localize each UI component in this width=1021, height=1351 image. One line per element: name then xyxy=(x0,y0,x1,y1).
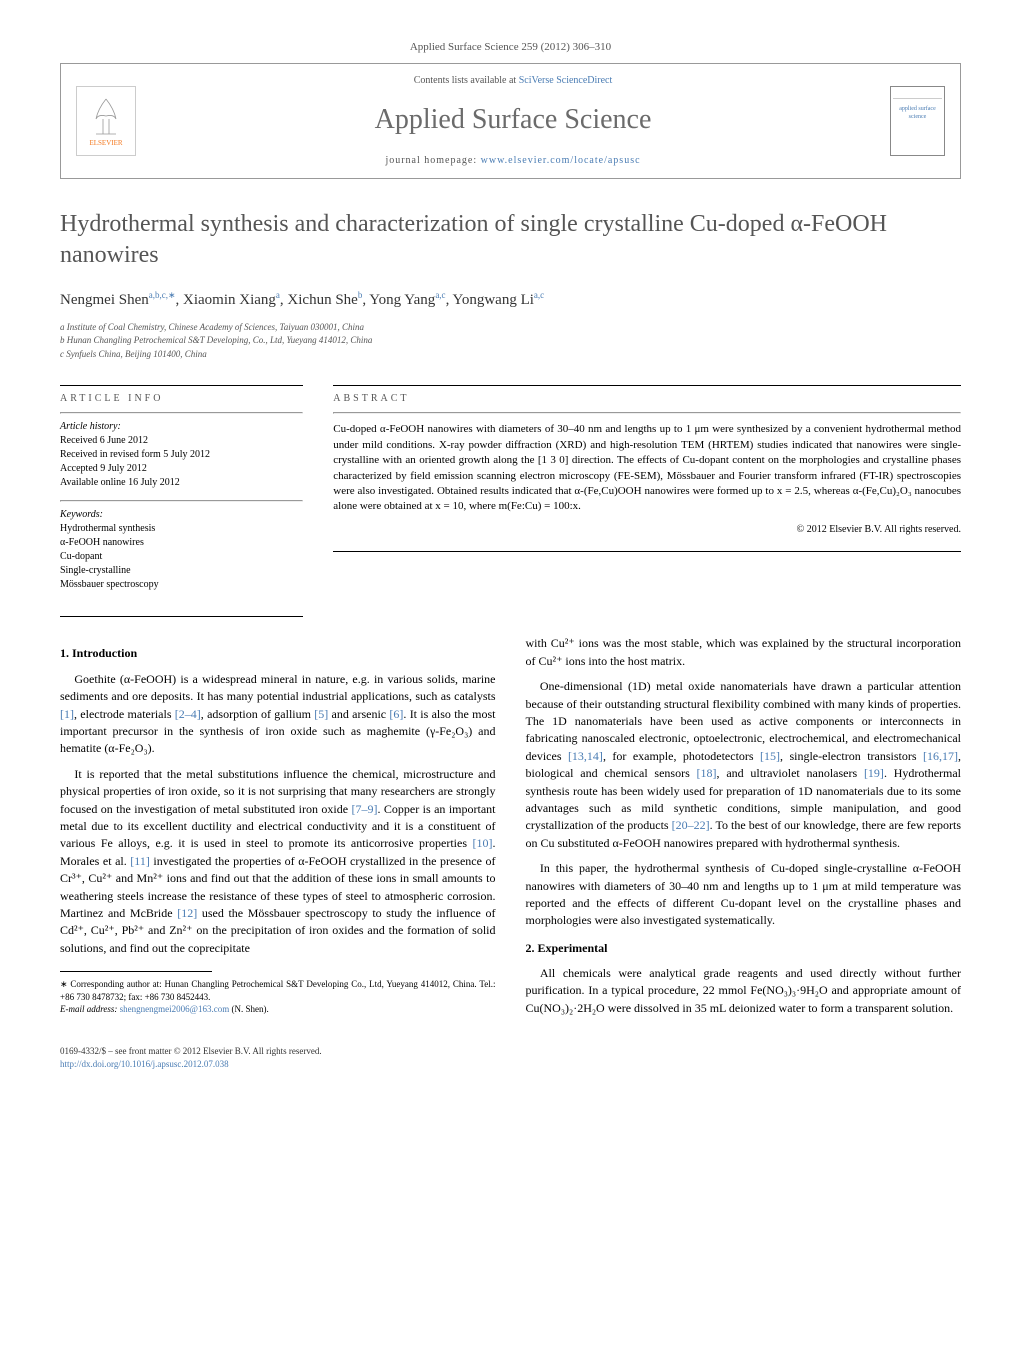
article-info-heading: ARTICLE INFO xyxy=(60,392,303,406)
affiliation-c: c Synfuels China, Beijing 101400, China xyxy=(60,348,961,362)
journal-cover-thumb: applied surface science xyxy=(890,86,945,156)
email-label: E-mail address: xyxy=(60,1004,120,1014)
elsevier-logo-text: ELSEVIER xyxy=(89,139,122,149)
elsevier-logo: ELSEVIER xyxy=(76,86,136,156)
journal-header: ELSEVIER Contents lists available at Sci… xyxy=(60,63,961,178)
email-suffix: (N. Shen). xyxy=(229,1004,269,1014)
intro-p1: Goethite (α-FeOOH) is a widespread miner… xyxy=(60,671,496,758)
history-accepted: Accepted 9 July 2012 xyxy=(60,462,303,476)
experimental-heading: 2. Experimental xyxy=(526,940,962,957)
keyword-3: Single-crystalline xyxy=(60,564,303,578)
history-online: Available online 16 July 2012 xyxy=(60,476,303,490)
corr-author: ∗ Corresponding author at: Hunan Changli… xyxy=(60,978,496,1003)
contents-line: Contents lists available at SciVerse Sci… xyxy=(136,74,890,88)
footnote-separator xyxy=(60,971,212,972)
page: Applied Surface Science 259 (2012) 306–3… xyxy=(0,0,1021,1110)
sciencedirect-link[interactable]: SciVerse ScienceDirect xyxy=(519,75,613,86)
homepage-link[interactable]: www.elsevier.com/locate/apsusc xyxy=(481,155,641,166)
journal-name: Applied Surface Science xyxy=(136,100,890,139)
history-received: Received 6 June 2012 xyxy=(60,434,303,448)
doi-link[interactable]: http://dx.doi.org/10.1016/j.apsusc.2012.… xyxy=(60,1059,229,1069)
affiliation-b: b Hunan Changling Petrochemical S&T Deve… xyxy=(60,334,961,348)
body-columns: 1. Introduction Goethite (α-FeOOH) is a … xyxy=(60,635,961,1025)
journal-reference: Applied Surface Science 259 (2012) 306–3… xyxy=(60,40,961,55)
intro-p5: In this paper, the hydrothermal synthesi… xyxy=(526,860,962,930)
authors: Nengmei Shena,b,c,∗, Xiaomin Xianga, Xic… xyxy=(60,289,961,311)
exp-p1: All chemicals were analytical grade reag… xyxy=(526,965,962,1017)
header-center: Contents lists available at SciVerse Sci… xyxy=(136,74,890,167)
intro-heading: 1. Introduction xyxy=(60,645,496,662)
keyword-2: Cu-dopant xyxy=(60,550,303,564)
homepage-line: journal homepage: www.elsevier.com/locat… xyxy=(136,154,890,168)
affiliation-a: a Institute of Coal Chemistry, Chinese A… xyxy=(60,321,961,335)
affiliations: a Institute of Coal Chemistry, Chinese A… xyxy=(60,321,961,362)
keyword-0: Hydrothermal synthesis xyxy=(60,522,303,536)
abstract: ABSTRACT Cu-doped α-FeOOH nanowires with… xyxy=(333,379,961,592)
elsevier-tree-icon xyxy=(86,94,126,139)
corr-email[interactable]: shengnengmei2006@163.com xyxy=(120,1004,230,1014)
abstract-copyright: © 2012 Elsevier B.V. All rights reserved… xyxy=(333,523,961,537)
info-abstract-row: ARTICLE INFO Article history: Received 6… xyxy=(60,379,961,592)
article-title: Hydrothermal synthesis and characterizat… xyxy=(60,209,961,271)
keywords-head: Keywords: xyxy=(60,508,303,522)
article-info: ARTICLE INFO Article history: Received 6… xyxy=(60,379,303,592)
contents-prefix: Contents lists available at xyxy=(414,75,519,86)
intro-p3: with Cu²⁺ ions was the most stable, whic… xyxy=(526,635,962,670)
corr-email-line: E-mail address: shengnengmei2006@163.com… xyxy=(60,1003,496,1016)
intro-p4: One-dimensional (1D) metal oxide nanomat… xyxy=(526,678,962,852)
abstract-heading: ABSTRACT xyxy=(333,392,961,406)
issn-line: 0169-4332/$ – see front matter © 2012 El… xyxy=(60,1045,961,1058)
history-head: Article history: xyxy=(60,420,303,434)
keyword-1: α-FeOOH nanowires xyxy=(60,536,303,550)
page-footer: 0169-4332/$ – see front matter © 2012 El… xyxy=(60,1045,961,1070)
intro-p2: It is reported that the metal substituti… xyxy=(60,766,496,957)
keyword-4: Mössbauer spectroscopy xyxy=(60,578,303,592)
corresponding-footnote: ∗ Corresponding author at: Hunan Changli… xyxy=(60,978,496,1016)
homepage-prefix: journal homepage: xyxy=(385,155,480,166)
history-revised: Received in revised form 5 July 2012 xyxy=(60,448,303,462)
cover-text: applied surface science xyxy=(893,99,942,153)
abstract-text: Cu-doped α-FeOOH nanowires with diameter… xyxy=(333,422,961,514)
